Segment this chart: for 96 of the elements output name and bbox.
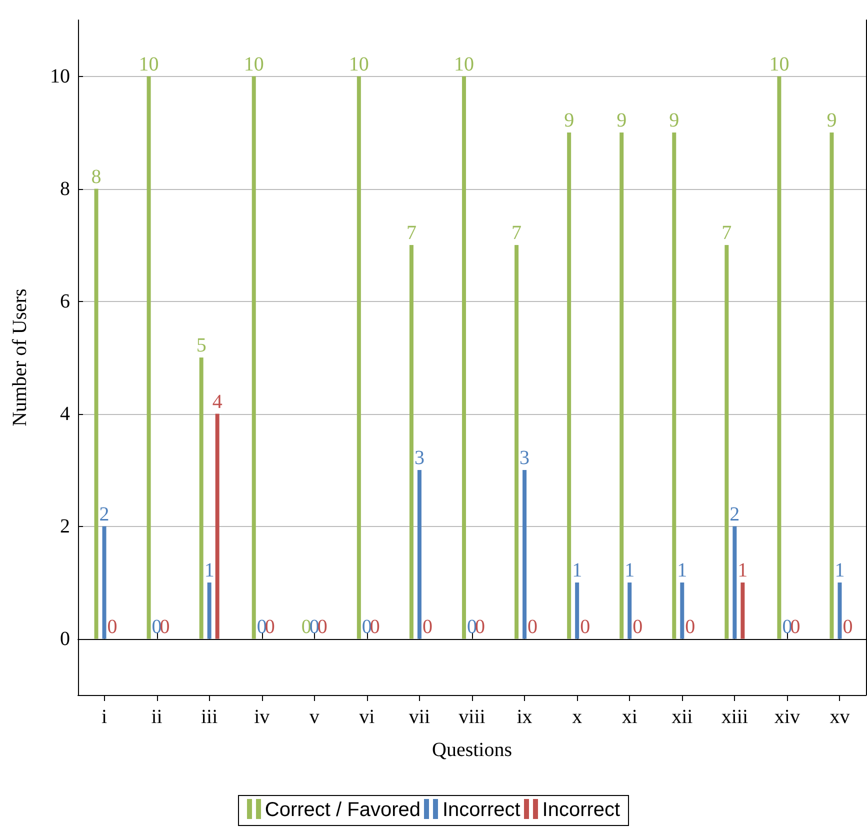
x-tick-label: v — [309, 706, 320, 728]
x-tick-label: i — [101, 706, 108, 728]
y-tick-label: 2 — [60, 515, 70, 538]
data-label: 0 — [467, 616, 477, 638]
bar — [207, 582, 212, 639]
data-label: 7 — [512, 222, 522, 244]
data-label: 0 — [580, 616, 590, 638]
data-label: 2 — [99, 503, 110, 526]
bar — [567, 132, 572, 639]
bar — [620, 132, 624, 639]
bar — [732, 526, 737, 639]
bar — [522, 470, 527, 639]
data-label: 7 — [722, 222, 732, 244]
bar — [417, 470, 422, 639]
data-label: 1 — [572, 560, 582, 582]
y-tick-label: 6 — [60, 290, 70, 312]
bar — [724, 245, 729, 639]
data-label: 0 — [475, 616, 485, 638]
bar — [830, 132, 834, 639]
data-label: 5 — [196, 334, 206, 356]
data-label: 9 — [826, 110, 837, 132]
data-label: 0 — [528, 616, 538, 638]
data-label: 10 — [348, 53, 369, 76]
bar — [409, 245, 414, 639]
data-label: 1 — [204, 560, 214, 582]
bar — [672, 132, 676, 639]
legend-label: Incorrect — [541, 799, 620, 822]
data-label: 0 — [107, 616, 118, 638]
data-label: 0 — [264, 616, 275, 638]
data-label: 0 — [160, 616, 170, 638]
x-tick-label: viii — [458, 706, 486, 728]
y-tick-label: 0 — [60, 628, 70, 650]
data-label: 3 — [414, 447, 424, 469]
data-label: 0 — [301, 616, 312, 638]
data-label: 0 — [782, 616, 792, 638]
bar — [356, 76, 361, 639]
data-label: 9 — [669, 110, 680, 132]
bar — [777, 76, 782, 639]
bar — [199, 358, 204, 639]
y-axis-title: Number of Users — [9, 288, 31, 426]
bar — [575, 582, 580, 639]
data-label: 8 — [91, 166, 102, 188]
data-label: 0 — [309, 616, 320, 638]
bar — [215, 414, 220, 639]
data-label: 9 — [616, 110, 627, 132]
bar — [94, 188, 98, 639]
data-label: 0 — [152, 616, 162, 638]
data-label: 10 — [138, 53, 159, 76]
x-tick-label: xii — [672, 706, 694, 728]
data-label: 0 — [632, 616, 643, 638]
x-tick-label: iv — [254, 706, 270, 728]
x-tick-label: xiii — [721, 706, 748, 728]
x-tick-label: iii — [200, 706, 218, 728]
data-label: 0 — [256, 616, 267, 638]
x-tick-label: xiv — [774, 706, 800, 728]
data-label: 1 — [738, 560, 748, 582]
x-tick-label: ii — [151, 706, 163, 728]
data-label: 7 — [406, 222, 416, 244]
data-label: 1 — [834, 560, 845, 582]
x-tick-label: x — [572, 706, 582, 728]
bar — [102, 526, 106, 639]
bar — [462, 76, 466, 639]
x-tick-label: vi — [359, 706, 376, 728]
x-tick-label: xv — [830, 706, 850, 728]
legend-label: Incorrect — [441, 799, 520, 822]
bar — [514, 245, 519, 639]
data-label: 4 — [212, 390, 222, 413]
data-label: 2 — [730, 503, 740, 526]
x-tick-label: vii — [408, 706, 430, 728]
data-label: 9 — [564, 110, 574, 132]
bar — [838, 582, 842, 639]
bar — [740, 582, 745, 639]
x-axis-title: Questions — [432, 739, 512, 761]
data-label: 1 — [677, 560, 688, 582]
x-tick-label: xi — [622, 706, 638, 728]
data-label: 0 — [790, 616, 800, 638]
bar — [146, 76, 151, 639]
data-label: 10 — [244, 53, 264, 76]
x-tick-label: ix — [516, 706, 532, 728]
data-label: 0 — [317, 616, 328, 638]
data-label: 1 — [624, 560, 635, 582]
legend-label: Correct / Favored — [264, 799, 420, 822]
data-label: 0 — [362, 616, 372, 638]
data-label: 10 — [769, 53, 790, 76]
y-tick-label: 4 — [60, 402, 70, 425]
bar — [252, 76, 256, 639]
data-label: 0 — [370, 616, 380, 638]
data-label: 10 — [454, 53, 474, 76]
data-label: 3 — [520, 447, 530, 469]
y-tick-label: 10 — [50, 65, 70, 88]
bar — [628, 582, 632, 639]
y-tick-label: 8 — [60, 178, 70, 200]
data-label: 0 — [842, 616, 853, 638]
data-label: 0 — [422, 616, 432, 638]
data-label: 0 — [685, 616, 696, 638]
bar — [680, 582, 684, 639]
